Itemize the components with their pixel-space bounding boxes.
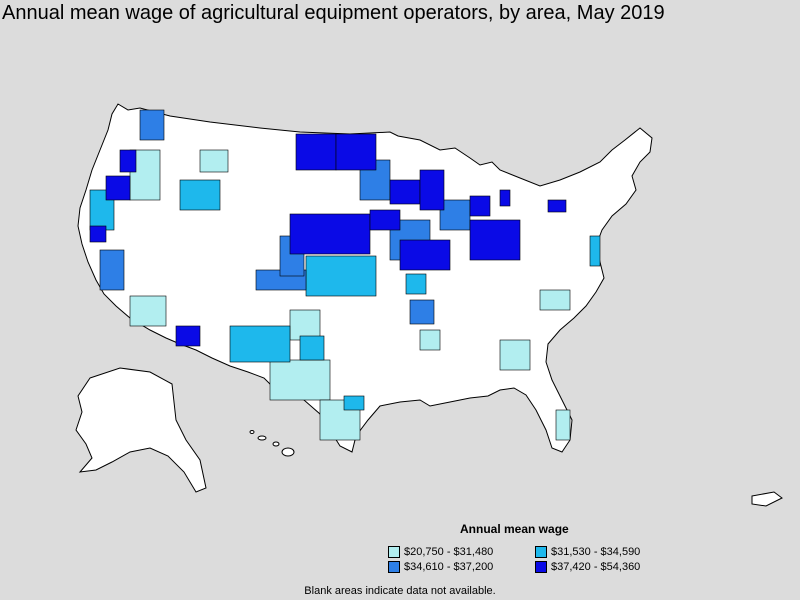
tier-2-regions (89, 179, 601, 411)
legend-item-4: $37,420 - $54,360 (535, 561, 640, 573)
tier-1-regions (129, 149, 571, 441)
blank-areas-note: Blank areas indicate data not available. (0, 585, 800, 597)
note-text: Blank areas indicate data not available. (304, 585, 496, 597)
legend-title: Annual mean wage (460, 522, 569, 536)
legend-label-4: $37,420 - $54,360 (551, 561, 641, 573)
puerto-rico-outline (751, 491, 783, 507)
legend-item-2: $31,530 - $34,590 (535, 546, 640, 558)
legend-swatch-4 (535, 561, 547, 573)
legend-label-2: $31,530 - $34,590 (551, 546, 641, 558)
legend-swatch-3 (388, 561, 400, 573)
legend-item-1: $20,750 - $31,480 (388, 546, 493, 558)
legend-label-1: $20,750 - $31,480 (404, 546, 494, 558)
legend-swatch-2 (535, 546, 547, 558)
legend-swatch-1 (388, 546, 400, 558)
legend-item-3: $34,610 - $37,200 (388, 561, 493, 573)
alaska-outline (75, 367, 207, 493)
tier-4-regions (89, 133, 567, 347)
legend-label-3: $34,610 - $37,200 (404, 561, 494, 573)
map-title: Annual mean wage of agricultural equipme… (2, 2, 665, 24)
hawaii-islands (249, 430, 295, 457)
